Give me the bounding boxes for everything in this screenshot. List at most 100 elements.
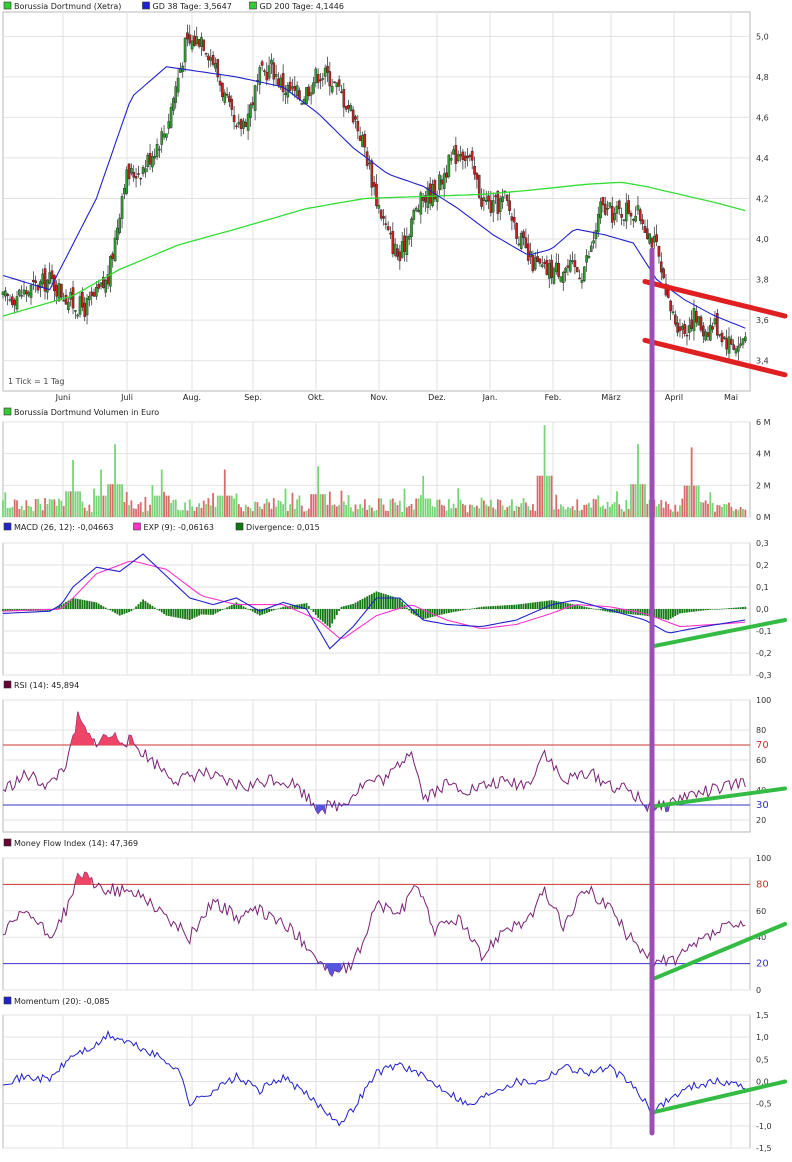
- divergence-bar: [744, 606, 747, 609]
- volume-bar: [221, 495, 224, 517]
- candle-body: [104, 280, 108, 293]
- candle-body: [67, 301, 70, 310]
- candle-body: [531, 255, 535, 272]
- volume-bar: [503, 509, 506, 517]
- y-tick-label: 0,3: [756, 539, 769, 548]
- divergence-bar: [660, 609, 663, 619]
- candle-body: [146, 154, 150, 167]
- volume-bar: [679, 505, 681, 517]
- y-tick-label: 40: [756, 933, 766, 942]
- divergence-bar: [494, 605, 497, 609]
- divergence-bar: [139, 601, 142, 609]
- candle-body: [274, 73, 278, 77]
- volume-bar: [667, 504, 670, 517]
- volume-bar: [459, 499, 462, 517]
- y-tick-label: 0,0: [756, 605, 769, 614]
- candle-body: [421, 197, 425, 201]
- y-tick-label: 0 M: [756, 513, 771, 522]
- volume-bar: [627, 508, 630, 517]
- divergence-bar: [18, 609, 21, 612]
- y-tick-label: 1,0: [756, 1033, 769, 1042]
- candle-body: [431, 184, 434, 206]
- candle-body: [641, 219, 644, 225]
- divergence-bar: [431, 609, 434, 617]
- volume-bar: [522, 498, 525, 517]
- divergence-bar: [95, 602, 98, 609]
- candle-body: [389, 232, 392, 235]
- volume-bar: [216, 495, 219, 517]
- candle-body: [398, 251, 402, 262]
- candle-body: [130, 168, 133, 174]
- volume-bar: [550, 475, 553, 517]
- candle-body: [533, 257, 537, 270]
- candle-body: [22, 289, 26, 295]
- candle-body: [300, 103, 304, 105]
- candle-body: [50, 270, 54, 279]
- candle-body: [223, 92, 227, 103]
- candle-body: [137, 173, 140, 175]
- candle-body: [438, 174, 441, 191]
- candle-body: [20, 295, 23, 297]
- volume-bar: [473, 507, 476, 517]
- month-label-11: Mai: [724, 393, 738, 402]
- divergence-bar: [345, 605, 348, 609]
- volume-bar: [637, 444, 639, 517]
- divergence-bar: [478, 607, 481, 609]
- divergence-bar: [118, 609, 121, 616]
- candle-body: [545, 260, 549, 275]
- volume-bar: [188, 499, 191, 517]
- divergence-bar: [501, 605, 504, 609]
- volume-bar: [536, 475, 539, 517]
- divergence-bar: [457, 609, 460, 612]
- divergence-bar: [604, 609, 607, 612]
- volume-bar: [254, 501, 257, 517]
- divergence-bar: [375, 591, 378, 609]
- volume-bar: [352, 511, 355, 517]
- candle-body: [342, 89, 346, 108]
- volume-bar: [324, 494, 327, 517]
- volume-bar: [214, 506, 217, 517]
- volume-bar: [160, 469, 163, 517]
- candle-body: [295, 85, 299, 97]
- divergence-bar: [735, 607, 737, 609]
- volume-bar: [326, 504, 329, 517]
- candle-body: [596, 214, 600, 233]
- month-label-8: Feb.: [545, 393, 562, 402]
- candle-body: [571, 260, 574, 262]
- candle-body: [412, 210, 416, 220]
- divergence-bar: [65, 601, 67, 609]
- divergence-bar: [324, 609, 327, 624]
- volume-bar: [704, 500, 707, 517]
- candle-body: [363, 133, 367, 148]
- candle-body: [83, 302, 87, 317]
- divergence-bar: [728, 608, 730, 609]
- divergence-bar: [408, 609, 411, 611]
- divergence-bar: [156, 609, 158, 610]
- divergence-bar: [527, 603, 530, 609]
- divergence-bar: [144, 601, 147, 609]
- candle-body: [709, 324, 712, 341]
- candle-body: [501, 196, 504, 203]
- divergence-bar: [553, 600, 555, 609]
- candle-body: [627, 200, 630, 214]
- candle-body: [176, 77, 180, 93]
- divergence-bar: [121, 609, 123, 615]
- volume-bar: [588, 502, 590, 517]
- y-tick-label: 6 M: [756, 418, 771, 427]
- legend-swatch: [235, 522, 244, 531]
- divergence-bar: [702, 609, 705, 611]
- candle-body: [316, 73, 320, 83]
- candle-body: [347, 104, 350, 109]
- candle-body: [125, 169, 129, 194]
- candle-body: [650, 237, 654, 248]
- candle-body: [218, 80, 222, 86]
- candle-body: [195, 36, 199, 45]
- divergence-bar: [433, 609, 436, 617]
- divergence-bar: [679, 609, 681, 614]
- volume-bar: [742, 508, 744, 517]
- volume-bar: [272, 498, 275, 517]
- volume-bar: [602, 505, 604, 517]
- divergence-bar: [534, 602, 537, 609]
- volume-bar: [391, 498, 394, 517]
- candle-body: [60, 283, 63, 298]
